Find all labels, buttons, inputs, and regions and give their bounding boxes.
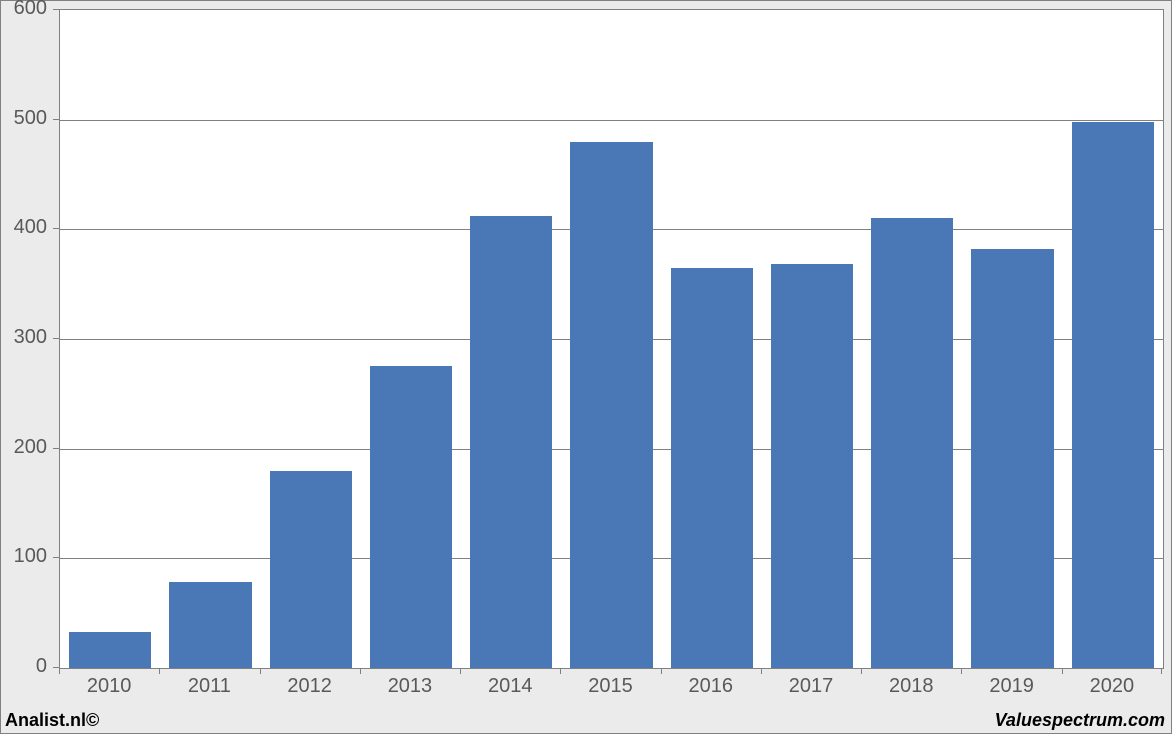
bar [871,218,953,668]
y-axis-label: 400 [1,216,47,239]
y-tick-mark [53,448,59,449]
x-axis-label: 2012 [260,675,360,698]
x-axis-label: 2011 [159,675,259,698]
x-axis-label: 2015 [560,675,660,698]
bar [69,632,151,668]
x-tick-mark [661,668,662,674]
y-tick-mark [53,9,59,10]
bar [771,264,853,668]
x-tick-mark [861,668,862,674]
x-axis-label: 2019 [961,675,1061,698]
bar [1072,122,1154,668]
bar [470,216,552,668]
y-axis-label: 300 [1,326,47,349]
x-tick-mark [761,668,762,674]
y-tick-mark [53,557,59,558]
x-axis-label: 2013 [360,675,460,698]
y-tick-mark [53,228,59,229]
bar [971,249,1053,668]
y-axis-label: 0 [1,655,47,678]
x-axis-label: 2014 [460,675,560,698]
bar [671,268,753,668]
y-tick-mark [53,119,59,120]
bar [270,471,352,668]
footer-left-text: Analist.nl© [5,710,99,731]
chart-outer-frame: Analist.nl© Valuespectrum.com 0 100 200 300… [0,0,1172,734]
x-axis-label: 2016 [661,675,761,698]
x-tick-mark [260,668,261,674]
x-axis-label: 2020 [1062,675,1162,698]
y-axis-label: 200 [1,436,47,459]
gridline [60,120,1163,121]
x-tick-mark [59,668,60,674]
x-axis-label: 2010 [59,675,159,698]
footer-right-text: Valuespectrum.com [995,710,1165,731]
x-tick-mark [360,668,361,674]
x-axis-label: 2017 [761,675,861,698]
y-axis-label: 600 [1,0,47,20]
x-tick-mark [1062,668,1063,674]
x-tick-mark [460,668,461,674]
x-tick-mark [1161,668,1162,674]
y-tick-mark [53,338,59,339]
x-tick-mark [961,668,962,674]
y-axis-label: 500 [1,107,47,130]
bar [169,582,251,668]
chart-plot-area [59,9,1164,669]
bar [570,142,652,668]
y-axis-label: 100 [1,545,47,568]
bar [370,366,452,668]
x-tick-mark [560,668,561,674]
x-axis-label: 2018 [861,675,961,698]
x-tick-mark [159,668,160,674]
